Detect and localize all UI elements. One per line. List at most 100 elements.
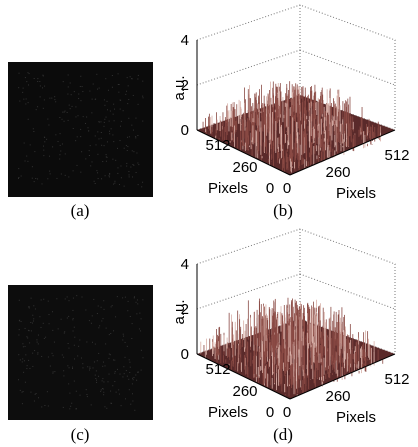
speckle: [114, 108, 116, 110]
speckle: [31, 322, 33, 324]
speckle: [49, 155, 51, 157]
speckle: [85, 158, 87, 160]
speckle: [46, 138, 48, 140]
speckle: [56, 298, 58, 300]
speckle: [105, 78, 107, 80]
speckle: [18, 354, 20, 356]
speckle: [123, 335, 125, 337]
speckle: [63, 370, 65, 372]
speckle: [100, 137, 102, 139]
x-tick-label: 0: [266, 180, 274, 197]
speckle: [112, 359, 114, 361]
speckle: [136, 152, 138, 154]
speckle: [101, 380, 103, 382]
speckle: [132, 94, 134, 96]
speckle: [80, 100, 82, 102]
speckle: [100, 306, 102, 308]
speckle: [67, 74, 69, 76]
speckle: [120, 165, 122, 167]
speckle: [123, 366, 125, 368]
speckle: [107, 381, 109, 383]
speckle: [35, 178, 37, 180]
speckle: [127, 300, 129, 302]
speckle: [86, 116, 88, 118]
speckle: [54, 371, 56, 373]
speckle: [91, 112, 93, 114]
speckle: [30, 391, 32, 393]
speckle: [118, 389, 120, 391]
speckle: [42, 74, 44, 76]
speckle: [137, 162, 139, 164]
speckle: [125, 398, 127, 400]
speckle: [81, 357, 83, 359]
speckle: [129, 371, 131, 373]
speckle: [56, 177, 58, 179]
speckle: [37, 178, 39, 180]
speckle: [37, 352, 39, 354]
speckle: [126, 77, 128, 79]
speckle: [25, 98, 27, 100]
speckle: [136, 313, 138, 315]
speckle: [44, 141, 46, 143]
speckle: [98, 352, 100, 354]
speckle: [60, 150, 62, 152]
box-edge: [196, 273, 301, 310]
speckle: [63, 356, 65, 358]
speckle: [102, 378, 104, 380]
speckle: [22, 391, 24, 393]
speckle: [19, 319, 21, 321]
speckle: [39, 85, 41, 87]
speckle: [113, 330, 115, 332]
speckle: [24, 345, 26, 347]
speckle: [122, 297, 124, 299]
speckle: [24, 327, 26, 329]
speckle: [124, 356, 126, 358]
z-tick-label: 0: [181, 122, 189, 139]
speckle: [137, 74, 139, 76]
speckle: [97, 172, 99, 174]
speckle: [47, 118, 49, 120]
speckle: [129, 315, 131, 317]
speckle: [100, 121, 102, 123]
x-axis-label: Pixels: [208, 180, 248, 197]
speckle: [32, 314, 34, 316]
speckle: [135, 374, 137, 376]
speckle: [70, 405, 72, 407]
speckle: [64, 331, 66, 333]
speckle: [104, 118, 106, 120]
speckle: [120, 120, 122, 122]
axis: [196, 129, 291, 176]
y-tick-label: 260: [325, 164, 350, 181]
speckle: [138, 371, 140, 373]
speckle: [42, 107, 44, 109]
speckle: [130, 166, 132, 168]
speckle: [59, 117, 61, 119]
speckle: [103, 308, 105, 310]
speckle: [42, 87, 44, 89]
speckle: [24, 160, 26, 162]
speckle: [75, 390, 77, 392]
speckle: [67, 365, 69, 367]
speckle: [135, 136, 137, 138]
speckle: [119, 125, 121, 127]
speckle: [87, 127, 89, 129]
speckle: [43, 99, 45, 101]
speckle: [93, 298, 95, 300]
speckle: [105, 156, 107, 158]
speckle: [112, 134, 114, 136]
speckle: [118, 184, 120, 186]
speckle: [76, 136, 78, 138]
axis: [196, 353, 291, 400]
speckle: [71, 402, 73, 404]
speckle: [55, 101, 57, 103]
speckle: [32, 320, 34, 322]
speckle: [114, 381, 116, 383]
speckle: [32, 365, 34, 367]
speckle: [79, 86, 81, 88]
speckle: [18, 72, 20, 74]
speckle: [142, 95, 144, 97]
speckle: [95, 377, 97, 379]
speckle: [37, 80, 39, 82]
speckle: [109, 172, 111, 174]
speckle: [103, 391, 105, 393]
